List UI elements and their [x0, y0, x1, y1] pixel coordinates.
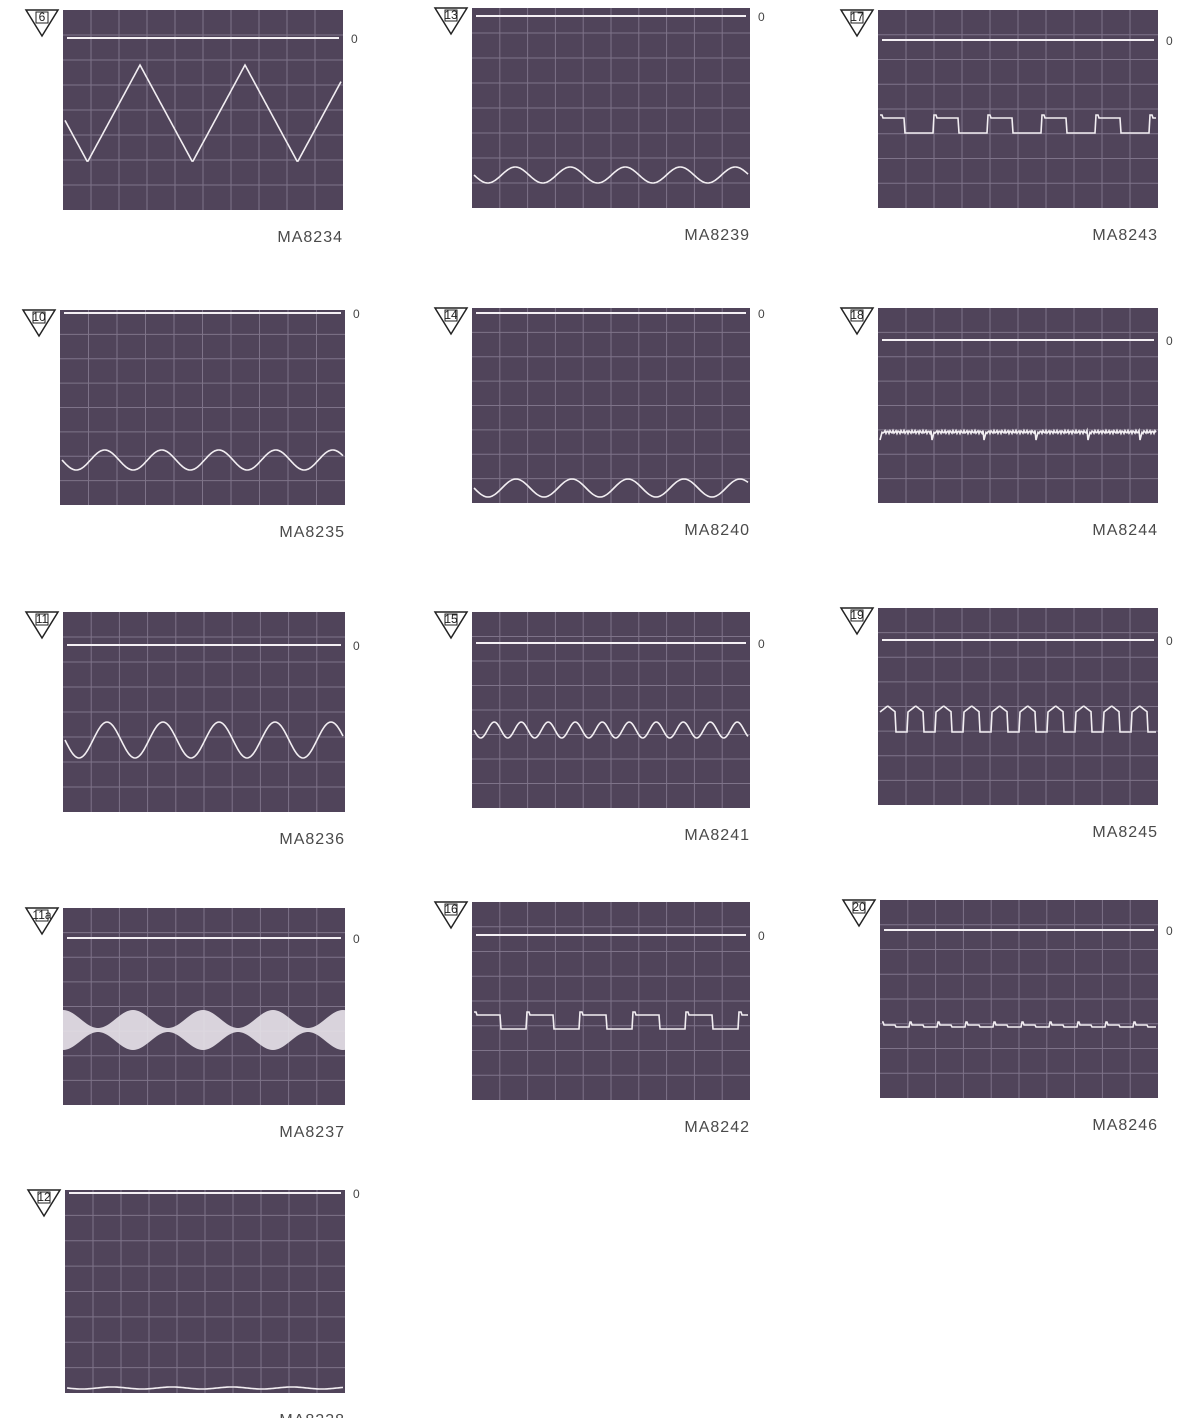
- scope-panel: 0 12 MA8238: [26, 1187, 360, 1423]
- caption: MA8234: [277, 229, 343, 246]
- scope-panel: 0 19 MA8245: [839, 607, 1173, 841]
- marker-box: [444, 903, 458, 916]
- caption: MA8240: [684, 522, 750, 539]
- caption: MA8244: [1092, 522, 1158, 539]
- trace: [880, 114, 1156, 134]
- trace: [879, 705, 1156, 733]
- trace: [473, 721, 749, 739]
- trace: [879, 427, 1157, 441]
- scope-panel: 0 11a MA8237: [24, 907, 360, 1141]
- zero-label: 0: [1166, 34, 1173, 48]
- zero-label: 0: [758, 10, 765, 24]
- scope-panel: 0 10 MA8235: [21, 307, 360, 541]
- zero-label: 0: [758, 637, 765, 651]
- zero-label: 0: [351, 32, 358, 46]
- marker-box: [850, 11, 864, 24]
- marker-label: 14: [444, 308, 458, 322]
- scope-panel: 0 17 MA8243: [839, 9, 1173, 244]
- trace-band: [63, 1010, 345, 1050]
- caption: MA8243: [1092, 227, 1158, 244]
- trace: [66, 1386, 344, 1390]
- zero-label: 0: [1166, 924, 1173, 938]
- marker-label: 11a: [32, 908, 51, 922]
- marker-box: [35, 909, 49, 922]
- caption: MA8237: [279, 1124, 345, 1141]
- trace: [473, 166, 749, 184]
- marker-box: [444, 309, 458, 322]
- caption: MA8239: [684, 227, 750, 244]
- marker-box: [35, 613, 49, 626]
- caption: MA8235: [279, 524, 345, 541]
- marker-label: 6: [39, 10, 46, 24]
- trace: [61, 449, 344, 471]
- trace: [882, 1021, 1156, 1028]
- marker-box: [444, 9, 458, 22]
- marker-label: 13: [444, 8, 458, 22]
- marker-box: [35, 11, 49, 24]
- zero-label: 0: [353, 307, 360, 321]
- scope-panel: 0 11 MA8236: [24, 611, 360, 848]
- zero-label: 0: [1166, 334, 1173, 348]
- caption: MA8241: [684, 827, 750, 844]
- trace: [473, 478, 749, 498]
- scope-panel: 0 14 MA8240: [433, 307, 765, 539]
- marker-label: 18: [850, 308, 864, 322]
- marker-box: [850, 309, 864, 322]
- zero-label: 0: [758, 307, 765, 321]
- trace: [64, 63, 342, 162]
- scope-panel: 0 20 MA8246: [841, 899, 1173, 1134]
- marker-label: 10: [32, 310, 46, 324]
- caption: MA8246: [1092, 1117, 1158, 1134]
- marker-label: 17: [850, 10, 864, 24]
- marker-box: [32, 311, 46, 324]
- trace: [64, 721, 344, 759]
- marker-label: 12: [37, 1190, 51, 1204]
- marker-box: [37, 1191, 51, 1204]
- caption: MA8245: [1092, 824, 1158, 841]
- zero-label: 0: [758, 929, 765, 943]
- zero-label: 0: [353, 1187, 360, 1201]
- scope-panel: 0 15 MA8241: [433, 611, 765, 844]
- marker-label: 11: [36, 612, 49, 626]
- marker-label: 19: [850, 608, 864, 622]
- zero-label: 0: [353, 639, 360, 653]
- marker-box: [444, 613, 458, 626]
- scope-panel: 0 16 MA8242: [433, 901, 765, 1136]
- scope-panel: 0 13 MA8239: [433, 7, 765, 244]
- caption: MA8238: [279, 1412, 345, 1418]
- caption: MA8236: [279, 831, 345, 848]
- scope-panel: 0 6 MA8234: [24, 9, 358, 246]
- caption: MA8242: [684, 1119, 750, 1136]
- zero-label: 0: [1166, 634, 1173, 648]
- marker-box: [852, 901, 866, 914]
- zero-label: 0: [353, 932, 360, 946]
- marker-label: 15: [444, 612, 458, 626]
- marker-label: 20: [852, 900, 866, 914]
- trace: [474, 1011, 748, 1030]
- marker-label: 16: [444, 902, 458, 916]
- marker-box: [850, 609, 864, 622]
- scope-panel: 0 18 MA8244: [839, 307, 1173, 539]
